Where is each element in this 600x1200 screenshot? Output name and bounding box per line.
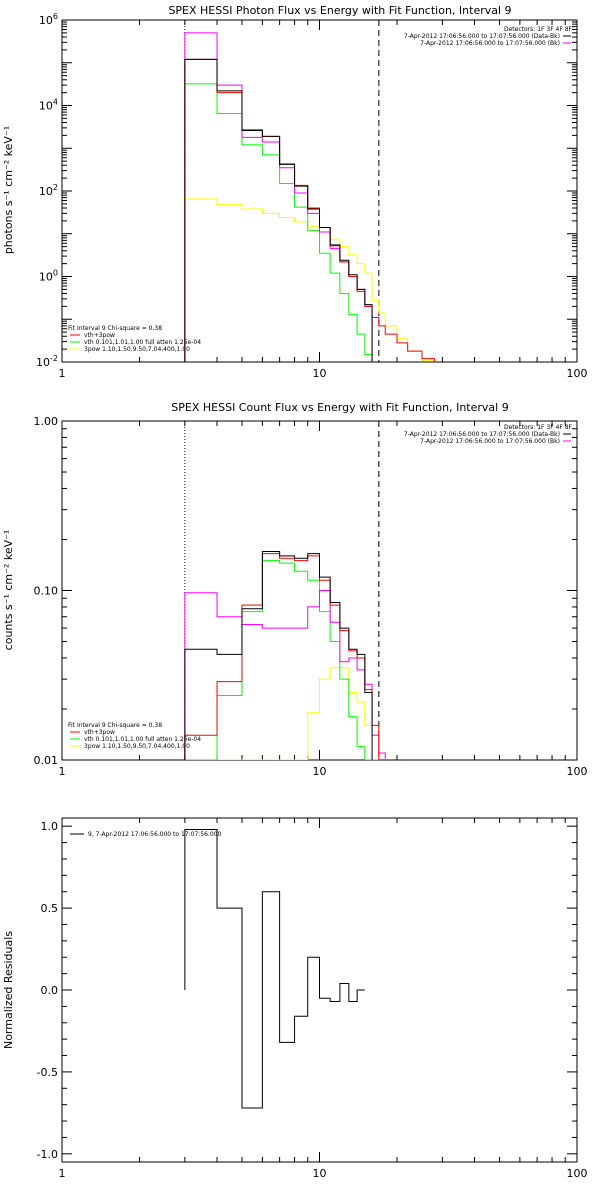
y-tick-label: 100 (39, 269, 58, 284)
plot-frame (61, 19, 578, 363)
x-tick-label: 10 (313, 367, 327, 380)
count-flux-y-label: counts s⁻¹ cm⁻² keV⁻¹ (2, 530, 15, 651)
series-total (184, 58, 436, 362)
photon-fit-line-1: Fit Interval 9 Chi-square = 0.38 (68, 325, 162, 332)
x-tick-label: 100 (567, 1167, 588, 1180)
series-vth (184, 560, 379, 760)
x-tick-label: 1 (59, 367, 66, 380)
photon-flux-panel: SPEX HESSI Photon Flux vs Energy with Fi… (2, 4, 588, 380)
series-data (184, 58, 373, 362)
y-tick-label: 10-2 (36, 354, 58, 369)
series-3pow (184, 667, 386, 760)
residuals-panel: Normalized Residuals 9, 7-Apr-2012 17:06… (2, 817, 588, 1180)
y-tick-label: 0.0 (41, 984, 59, 997)
photon-flux-y-label: photons s⁻¹ cm⁻² keV⁻¹ (2, 126, 15, 254)
photon-header-line-2: 7-Apr-2012 17:06:56.000 to 17:07:56.000 … (404, 33, 560, 40)
count-flux-title: SPEX HESSI Count Flux vs Energy with Fit… (171, 401, 508, 414)
photon-fit-line-4: 3pow 1.10,1.50,9.50,7.04,400,1.00 (84, 346, 190, 353)
photon-fit-line-2: vth+3pow (84, 332, 115, 339)
count-fit-line-1: Fit Interval 9 Chi-square = 0.38 (68, 722, 162, 729)
x-tick-label: 100 (567, 765, 588, 778)
count-fit-line-4: 3pow 1.10,1.50,9.50,7.04,400,1.00 (84, 743, 190, 750)
x-tick-label: 1 (59, 765, 66, 778)
y-tick-label: 102 (39, 183, 58, 198)
x-tick-label: 100 (567, 367, 588, 380)
series-background (184, 590, 386, 760)
photon-header-line-3: 7-Apr-2012 17:06:56.000 to 17:07:56.000 … (420, 40, 560, 47)
x-tick-label: 10 (313, 1167, 327, 1180)
x-tick-label: 10 (313, 765, 327, 778)
count-fit-line-3: vth 0.101,1.01,1.00 full atten 1.25e-04 (84, 736, 201, 743)
y-tick-label: 106 (39, 12, 58, 27)
x-tick-label: 1 (59, 1167, 66, 1180)
photon-flux-title: SPEX HESSI Photon Flux vs Energy with Fi… (168, 4, 511, 17)
y-tick-label: 1.0 (41, 820, 59, 833)
count-header-line-1: Detectors: 1F 3F 4F 8F (504, 424, 573, 431)
y-tick-label: -1.0 (37, 1148, 58, 1161)
y-tick-label: 104 (39, 98, 58, 113)
y-tick-label: 0.5 (41, 902, 59, 915)
residuals-y-label: Normalized Residuals (2, 931, 15, 1049)
photon-header-line-1: Detectors: 1F 3F 4F 8F (504, 26, 573, 33)
count-header-line-2: 7-Apr-2012 17:06:56.000 to 17:07:56.000 … (404, 431, 560, 438)
y-tick-label: 1.00 (34, 415, 59, 428)
y-tick-label: 0.10 (34, 585, 59, 598)
photon-fit-line-3: vth 0.101,1.01,1.00 full atten 1.25e-04 (84, 339, 201, 346)
count-flux-panel: SPEX HESSI Count Flux vs Energy with Fit… (2, 401, 588, 778)
series-background (184, 32, 373, 362)
series-residuals (184, 828, 365, 1109)
count-fit-line-2: vth+3pow (84, 729, 115, 736)
y-tick-label: -0.5 (37, 1066, 58, 1079)
residuals-legend-text: 9, 7-Apr-2012 17:06:56.000 to 17:07:56.0… (88, 831, 221, 838)
series-total (184, 553, 380, 760)
count-header-line-3: 7-Apr-2012 17:06:56.000 to 17:07:56.000 … (420, 438, 560, 445)
series-3pow (184, 198, 436, 362)
series-data (184, 550, 373, 760)
series-vth (184, 83, 373, 362)
y-tick-label: 0.01 (34, 754, 59, 767)
